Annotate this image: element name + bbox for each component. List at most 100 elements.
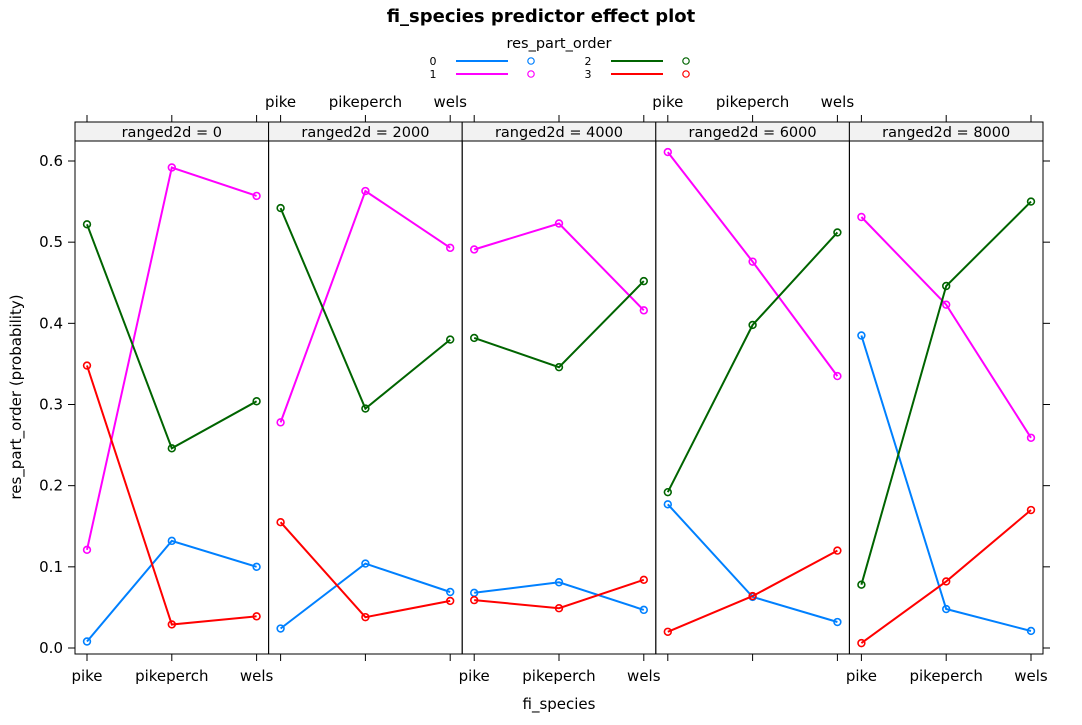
y-axis-label: res_part_order (probability) [7, 294, 26, 499]
series-line-1-panel-2 [473, 222, 645, 311]
strip-label-3: ranged2d = 6000 [689, 125, 817, 141]
point-1-panel-0-wels [252, 191, 261, 201]
y-tick-label-5: 0.5 [39, 233, 63, 251]
point-2-panel-1-pikeperch [361, 404, 370, 413]
point-2-panel-4-pikeperch [941, 281, 951, 291]
point-2-panel-1-wels [446, 335, 455, 344]
legend-label-1: 1 [430, 68, 437, 81]
point-2-panel-3-wels [833, 228, 842, 237]
point-3-panel-3-pikeperch [748, 591, 757, 601]
strip-label-0: ranged2d = 0 [122, 125, 222, 141]
series-line-2-panel-3 [666, 231, 839, 493]
series-line-3-panel-1 [279, 521, 451, 619]
panels: ranged2d = 0 ranged2d = 2000 ranged2d = 40… [39, 93, 1050, 685]
series-line-2-panel-4 [860, 200, 1032, 585]
legend-label-0: 0 [430, 55, 437, 68]
point-0-panel-3-wels [833, 617, 842, 627]
x-axis-label: fi_species [523, 695, 596, 714]
point-0-panel-4-wels [1026, 626, 1036, 636]
point-3-panel-1-pike [276, 517, 285, 527]
series-line-1-panel-0 [86, 166, 257, 551]
x-tick-label-bottom-4-1: pikeperch [909, 667, 982, 685]
y-tick-label-2: 0.2 [39, 477, 63, 495]
legend-label-3: 3 [585, 68, 592, 81]
y-tick-label-0: 0.0 [39, 639, 63, 657]
legend-marker-1 [527, 70, 535, 78]
series-line-2-panel-0 [86, 223, 258, 450]
series-line-3-panel-4 [860, 509, 1032, 644]
series-line-2-panel-2 [473, 280, 645, 369]
chart-title: fi_species predictor effect plot [387, 6, 696, 27]
point-0-panel-2-wels [639, 605, 648, 615]
point-2-panel-2-pike [470, 333, 479, 343]
point-3-panel-0-pike [82, 361, 92, 370]
point-2-panel-0-pikeperch [167, 444, 177, 453]
x-tick-label-top-3-1: pikeperch [716, 93, 789, 111]
point-3-panel-3-pike [663, 627, 672, 636]
point-0-panel-0-pikeperch [167, 536, 177, 546]
point-1-panel-1-wels [446, 243, 455, 253]
point-0-panel-4-pikeperch [941, 604, 951, 614]
point-1-panel-4-wels [1026, 433, 1036, 442]
y-tick-label-4: 0.4 [39, 314, 63, 332]
point-1-panel-0-pike [82, 545, 92, 554]
point-1-panel-2-pikeperch [554, 219, 564, 228]
strip-label-1: ranged2d = 2000 [301, 125, 429, 141]
point-3-panel-3-wels [833, 546, 842, 555]
point-1-panel-2-pike [470, 245, 479, 254]
point-1-panel-0-pikeperch [167, 163, 177, 172]
point-2-panel-4-pike [857, 580, 866, 589]
series-line-3-panel-2 [474, 578, 645, 610]
y-tick-label-1: 0.1 [39, 558, 63, 576]
x-tick-label-top-3-2: wels [821, 93, 855, 111]
point-1-panel-4-pike [857, 212, 866, 222]
point-3-panel-4-pike [857, 638, 866, 648]
x-tick-label-bottom-0-1: pikeperch [135, 667, 208, 685]
series-line-0-panel-4 [860, 335, 1032, 632]
series-line-3-panel-0 [86, 365, 257, 626]
legend-title: res_part_order [506, 36, 611, 52]
x-tick-label-bottom-4-2: wels [1014, 667, 1048, 685]
legend: 01 23 [430, 55, 690, 81]
point-0-panel-0-pike [82, 637, 92, 646]
strip-label-4: ranged2d = 8000 [882, 125, 1010, 141]
point-3-panel-2-wels [639, 575, 648, 585]
point-1-panel-3-pike [663, 147, 672, 157]
point-2-panel-0-wels [252, 397, 261, 406]
series-line-2-panel-1 [279, 207, 451, 411]
legend-marker-2 [682, 57, 690, 65]
point-3-panel-4-wels [1026, 505, 1036, 515]
y-tick-label-6: 0.6 [39, 152, 63, 170]
x-tick-label-top-1-1: pikeperch [329, 93, 402, 111]
point-2-panel-4-wels [1026, 197, 1036, 206]
point-1-panel-1-pikeperch [361, 186, 370, 196]
x-tick-label-top-1-2: wels [433, 93, 467, 111]
point-0-panel-1-pike [276, 624, 285, 633]
point-2-panel-2-wels [639, 276, 648, 286]
panel-frame-2 [461, 140, 657, 655]
point-1-panel-3-pikeperch [748, 257, 757, 266]
series-line-1-panel-3 [667, 151, 839, 377]
panel-frame-1 [268, 140, 463, 655]
strip-label-2: ranged2d = 4000 [495, 125, 623, 141]
series-line-0-panel-2 [474, 581, 645, 611]
point-2-panel-0-pike [82, 220, 92, 229]
point-3-panel-0-pikeperch [167, 620, 177, 629]
x-tick-label-bottom-0-0: pike [71, 667, 102, 685]
point-0-panel-3-pike [663, 500, 672, 509]
series-line-1-panel-4 [860, 216, 1032, 439]
legend-marker-0 [527, 57, 535, 65]
point-1-panel-4-pikeperch [941, 300, 951, 309]
x-tick-label-top-1-0: pike [265, 93, 296, 111]
point-3-panel-4-pikeperch [941, 577, 951, 586]
legend-marker-3 [682, 70, 690, 78]
point-0-panel-2-pikeperch [554, 578, 564, 587]
point-0-panel-1-pikeperch [361, 559, 370, 568]
y-tick-label-3: 0.3 [39, 396, 63, 414]
series-line-0-panel-0 [86, 539, 257, 643]
panel-frame-3 [655, 140, 850, 655]
point-3-panel-2-pikeperch [554, 604, 564, 613]
point-1-panel-2-wels [639, 306, 648, 315]
panel-frame-0 [74, 140, 270, 655]
